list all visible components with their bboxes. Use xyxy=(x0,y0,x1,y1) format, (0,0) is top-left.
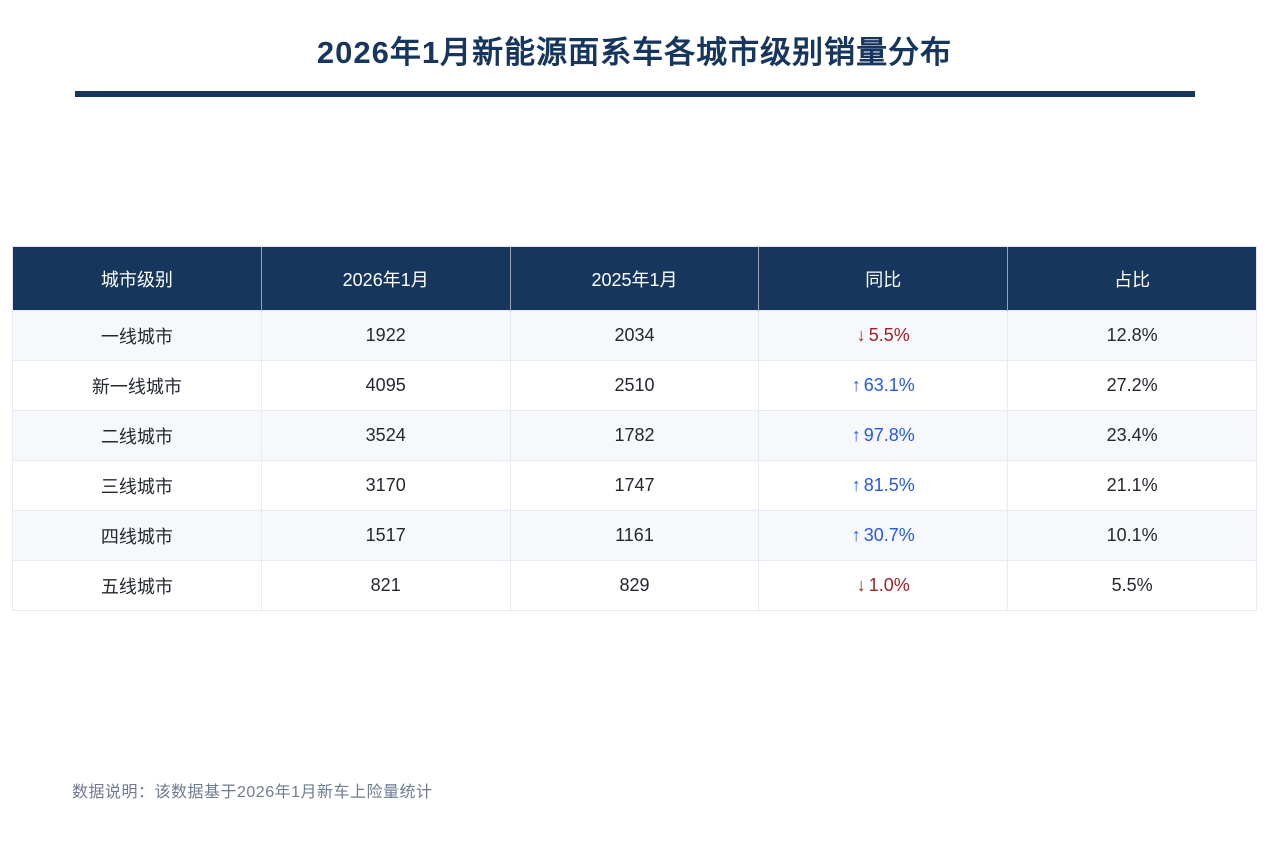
share-cell: 12.8% xyxy=(1007,310,1257,361)
current-month-cell: 3170 xyxy=(260,460,511,511)
current-month-cell: 1517 xyxy=(260,510,511,561)
city-tier-cell: 一线城市 xyxy=(12,310,262,361)
table-row: 新一线城市 4095 2510 ↑ 63.1% 27.2% xyxy=(12,360,1257,411)
column-header: 2026年1月 xyxy=(261,246,511,311)
sales-table: 城市级别 2026年1月 2025年1月 同比 占比 一线城市 1922 2034 ↓ 5.5%… xyxy=(12,246,1257,611)
city-tier-cell: 新一线城市 xyxy=(12,360,262,411)
city-tier-cell: 二线城市 xyxy=(12,410,262,461)
table-row: 一线城市 1922 2034 ↓ 5.5% 12.8% xyxy=(12,310,1257,361)
yoy-cell: ↑ 81.5% xyxy=(758,460,1009,511)
table-header: 城市级别 2026年1月 2025年1月 同比 占比 xyxy=(12,246,1257,311)
column-header: 2025年1月 xyxy=(510,246,760,311)
yoy-value: 1.0% xyxy=(868,575,910,595)
share-cell: 23.4% xyxy=(1007,410,1257,461)
share-cell: 5.5% xyxy=(1007,560,1257,611)
previous-month-cell: 1747 xyxy=(509,460,760,511)
current-month-cell: 821 xyxy=(260,560,511,611)
table-row: 三线城市 3170 1747 ↑ 81.5% 21.1% xyxy=(12,460,1257,511)
column-header: 占比 xyxy=(1007,246,1257,311)
share-cell: 10.1% xyxy=(1007,510,1257,561)
yoy-value: 5.5% xyxy=(868,325,910,345)
up-arrow-icon: ↑ xyxy=(851,425,861,445)
yoy-cell: ↑ 97.8% xyxy=(758,410,1009,461)
table-body: 一线城市 1922 2034 ↓ 5.5% 12.8% 新一线城市 4095 2510 ↑ 63.1… xyxy=(12,310,1257,611)
footer-note: 数据说明：该数据基于2026年1月新车上险量统计 xyxy=(72,784,433,801)
column-header: 同比 xyxy=(758,246,1009,311)
yoy-cell: ↑ 30.7% xyxy=(758,510,1009,561)
previous-month-cell: 829 xyxy=(509,560,760,611)
up-arrow-icon: ↑ xyxy=(851,375,861,395)
page-title: 2026年1月新能源面系车各城市级别销量分布 xyxy=(316,35,953,70)
table-row: 五线城市 821 829 ↓ 1.0% 5.5% xyxy=(12,560,1257,611)
down-arrow-icon: ↓ xyxy=(856,575,866,595)
up-arrow-icon: ↑ xyxy=(851,475,861,495)
city-tier-cell: 三线城市 xyxy=(12,460,262,511)
yoy-value: 63.1% xyxy=(863,375,915,395)
column-header: 城市级别 xyxy=(12,246,262,311)
previous-month-cell: 1161 xyxy=(509,510,760,561)
table-header-row: 城市级别 2026年1月 2025年1月 同比 占比 xyxy=(12,246,1257,311)
share-cell: 21.1% xyxy=(1007,460,1257,511)
current-month-cell: 3524 xyxy=(260,410,511,461)
yoy-value: 30.7% xyxy=(863,525,915,545)
previous-month-cell: 2034 xyxy=(509,310,760,361)
share-cell: 27.2% xyxy=(1007,360,1257,411)
table-row: 四线城市 1517 1161 ↑ 30.7% 10.1% xyxy=(12,510,1257,561)
current-month-cell: 4095 xyxy=(260,360,511,411)
current-month-cell: 1922 xyxy=(260,310,511,361)
yoy-value: 81.5% xyxy=(863,475,915,495)
yoy-cell: ↓ 5.5% xyxy=(758,310,1009,361)
yoy-cell: ↑ 63.1% xyxy=(758,360,1009,411)
previous-month-cell: 1782 xyxy=(509,410,760,461)
title-divider xyxy=(74,91,1195,97)
city-tier-cell: 五线城市 xyxy=(12,560,262,611)
up-arrow-icon: ↑ xyxy=(851,525,861,545)
city-tier-cell: 四线城市 xyxy=(12,510,262,561)
previous-month-cell: 2510 xyxy=(509,360,760,411)
table-row: 二线城市 3524 1782 ↑ 97.8% 23.4% xyxy=(12,410,1257,461)
down-arrow-icon: ↓ xyxy=(856,325,866,345)
yoy-value: 97.8% xyxy=(863,425,915,445)
yoy-cell: ↓ 1.0% xyxy=(758,560,1009,611)
